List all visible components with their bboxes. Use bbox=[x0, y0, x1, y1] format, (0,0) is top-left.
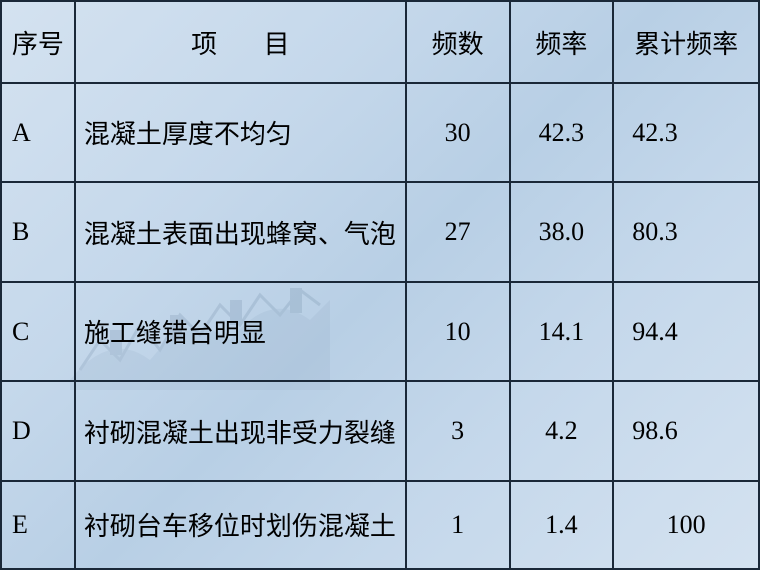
table-row: A混凝土厚度不均匀3042.342.3 bbox=[1, 83, 759, 182]
cell-count: 10 bbox=[406, 282, 510, 381]
cell-count: 30 bbox=[406, 83, 510, 182]
table-body: A混凝土厚度不均匀3042.342.3B混凝土表面出现蜂窝、气泡2738.080… bbox=[1, 83, 759, 569]
header-count: 频数 bbox=[406, 1, 510, 83]
table-row: E衬砌台车移位时划伤混凝土11.4100 bbox=[1, 481, 759, 569]
cell-cumulative-frequency: 80.3 bbox=[613, 182, 759, 281]
cell-count: 3 bbox=[406, 381, 510, 480]
cell-item: 衬砌台车移位时划伤混凝土 bbox=[75, 481, 406, 569]
cell-frequency: 38.0 bbox=[510, 182, 614, 281]
table-row: C施工缝错台明显1014.194.4 bbox=[1, 282, 759, 381]
header-cumulative-frequency: 累计频率 bbox=[613, 1, 759, 83]
cell-index: A bbox=[1, 83, 75, 182]
cell-cumulative-frequency: 100 bbox=[613, 481, 759, 569]
cell-index: D bbox=[1, 381, 75, 480]
cell-frequency: 1.4 bbox=[510, 481, 614, 569]
cell-count: 27 bbox=[406, 182, 510, 281]
table-row: B混凝土表面出现蜂窝、气泡2738.080.3 bbox=[1, 182, 759, 281]
cell-count: 1 bbox=[406, 481, 510, 569]
cell-frequency: 4.2 bbox=[510, 381, 614, 480]
cell-cumulative-frequency: 98.6 bbox=[613, 381, 759, 480]
cell-item: 施工缝错台明显 bbox=[75, 282, 406, 381]
header-frequency: 频率 bbox=[510, 1, 614, 83]
cell-index: B bbox=[1, 182, 75, 281]
cell-cumulative-frequency: 42.3 bbox=[613, 83, 759, 182]
cell-index: C bbox=[1, 282, 75, 381]
cell-cumulative-frequency: 94.4 bbox=[613, 282, 759, 381]
table-header-row: 序号 项 目 频数 频率 累计频率 bbox=[1, 1, 759, 83]
header-index: 序号 bbox=[1, 1, 75, 83]
cell-item: 混凝土表面出现蜂窝、气泡 bbox=[75, 182, 406, 281]
cell-item: 混凝土厚度不均匀 bbox=[75, 83, 406, 182]
table-row: D衬砌混凝土出现非受力裂缝34.298.6 bbox=[1, 381, 759, 480]
cell-item: 衬砌混凝土出现非受力裂缝 bbox=[75, 381, 406, 480]
cell-frequency: 14.1 bbox=[510, 282, 614, 381]
defect-frequency-table: 序号 项 目 频数 频率 累计频率 A混凝土厚度不均匀3042.342.3B混凝… bbox=[0, 0, 760, 570]
cell-frequency: 42.3 bbox=[510, 83, 614, 182]
cell-index: E bbox=[1, 481, 75, 569]
header-item: 项 目 bbox=[75, 1, 406, 83]
